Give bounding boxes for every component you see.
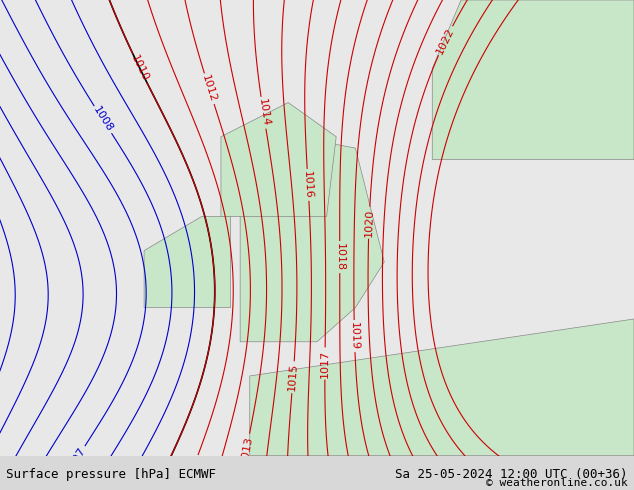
Text: 1019: 1019 — [349, 322, 360, 350]
Text: 1020: 1020 — [363, 208, 375, 237]
Text: 1018: 1018 — [335, 243, 345, 271]
Text: 1013: 1013 — [239, 435, 254, 464]
Text: © weatheronline.co.uk: © weatheronline.co.uk — [486, 478, 628, 488]
Text: 1017: 1017 — [320, 349, 330, 378]
Text: 1022: 1022 — [435, 26, 456, 55]
Polygon shape — [221, 102, 336, 217]
Text: Sa 25-05-2024 12:00 UTC (00+36): Sa 25-05-2024 12:00 UTC (00+36) — [395, 467, 628, 481]
Text: Surface pressure [hPa] ECMWF: Surface pressure [hPa] ECMWF — [6, 467, 216, 481]
Polygon shape — [144, 217, 231, 308]
Text: 1016: 1016 — [302, 171, 314, 199]
Polygon shape — [250, 319, 634, 456]
Text: 1011: 1011 — [183, 455, 202, 485]
Text: 1015: 1015 — [287, 363, 299, 392]
Text: 1008: 1008 — [91, 105, 115, 134]
Polygon shape — [432, 0, 634, 159]
Text: 1014: 1014 — [256, 98, 271, 127]
Text: 1010: 1010 — [129, 53, 150, 83]
Text: 1012: 1012 — [200, 74, 218, 104]
Polygon shape — [240, 139, 384, 342]
Text: 1007: 1007 — [65, 445, 88, 474]
Text: 1009: 1009 — [113, 472, 136, 490]
